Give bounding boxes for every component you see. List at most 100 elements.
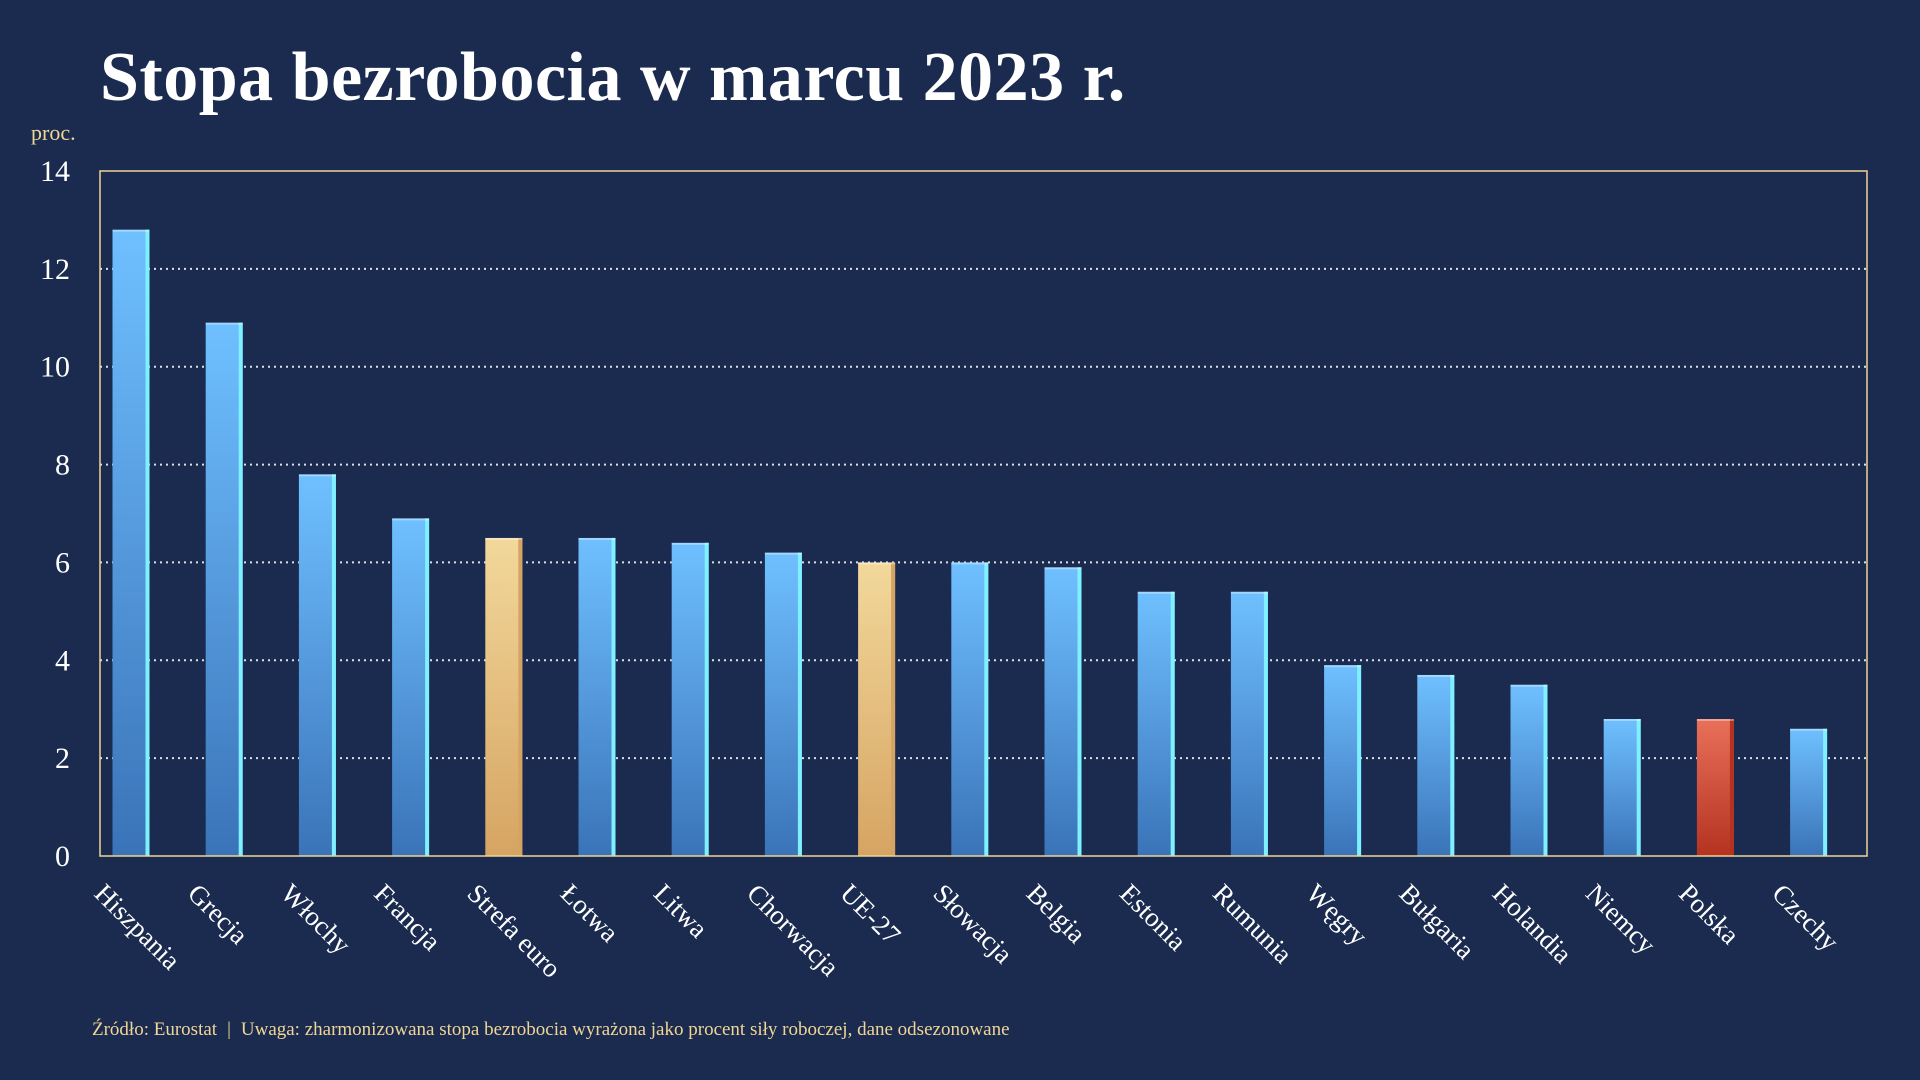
bar-cap — [205, 322, 243, 325]
bar-cap — [1137, 591, 1175, 594]
bar-body — [298, 474, 336, 856]
bar — [1417, 674, 1455, 856]
bar-edge — [611, 537, 616, 856]
x-tick-label: Hiszpania — [89, 878, 187, 976]
note-text: Uwaga: zharmonizowana stopa bezrobocia w… — [240, 1019, 1010, 1040]
x-tick-label: Belgia — [1021, 878, 1092, 949]
bar-body — [1230, 591, 1268, 856]
bar — [1044, 567, 1082, 856]
x-tick-label: Słowacja — [928, 878, 1019, 969]
bar-edge — [1357, 665, 1362, 856]
bar-body — [485, 537, 523, 856]
x-tick-label: Litwa — [648, 878, 714, 944]
x-tick-label: UE-27 — [834, 878, 906, 950]
x-tick-label: Włochy — [275, 878, 357, 960]
bar — [1603, 719, 1641, 856]
bar-body — [1137, 591, 1175, 856]
bar-edge — [1170, 591, 1175, 856]
y-tick-label: 8 — [55, 449, 70, 482]
bar-cap — [1696, 719, 1734, 721]
bar-body — [858, 562, 896, 856]
bar-body — [112, 229, 150, 856]
bar-edge — [1077, 567, 1082, 856]
bar-body — [1696, 719, 1734, 856]
y-axis-label: proc. — [31, 120, 76, 145]
bar — [205, 322, 243, 856]
bar-edge — [797, 552, 802, 856]
footer: Źródło: Eurostat | Uwaga: zharmonizowana s… — [92, 1019, 1010, 1041]
bar — [764, 552, 802, 856]
bar-cap — [578, 537, 616, 540]
bar — [951, 562, 989, 856]
x-tick-label: Czechy — [1766, 878, 1845, 957]
bar — [1230, 591, 1268, 856]
bar-cap — [858, 562, 896, 565]
bar — [671, 542, 709, 856]
bar — [298, 474, 336, 856]
bar-body — [1417, 674, 1455, 856]
bar-edge — [1636, 719, 1641, 856]
bar-cap — [1230, 591, 1268, 594]
bar-cap — [1510, 684, 1548, 687]
bar-edge — [1729, 719, 1734, 856]
y-axis-ticks: 0 2 4 6 8 10 12 14 — [40, 155, 70, 873]
bar — [578, 537, 616, 856]
bar-edge — [984, 562, 989, 856]
bar-body — [764, 552, 802, 856]
x-tick-label: Łotwa — [555, 878, 625, 948]
bar-edge — [425, 518, 430, 856]
bar-body — [1044, 567, 1082, 856]
x-tick-label: Niemcy — [1580, 878, 1662, 960]
x-tick-label: Bułgaria — [1394, 878, 1481, 965]
bar — [1790, 728, 1828, 856]
bar-cap — [764, 552, 802, 555]
bar-cap — [671, 542, 709, 545]
y-tick-label: 2 — [55, 742, 70, 775]
bars — [112, 229, 1828, 856]
bar-edge — [891, 562, 896, 856]
x-tick-label: Chorwacja — [741, 878, 845, 982]
bar-body — [1603, 719, 1641, 856]
bar-edge — [145, 229, 150, 856]
plot-frame — [99, 170, 1868, 857]
bar-cap — [298, 474, 336, 477]
x-tick-label: Holandia — [1487, 878, 1578, 969]
x-tick-label: Strefa euro — [462, 878, 568, 984]
y-tick-label: 4 — [55, 644, 70, 677]
bar-body — [671, 542, 709, 856]
bar — [858, 562, 896, 856]
y-tick-label: 0 — [55, 840, 70, 873]
x-tick-label: Węgry — [1300, 878, 1374, 952]
bar-body — [392, 518, 430, 856]
y-tick-label: 12 — [40, 253, 70, 286]
x-tick-label: Rumunia — [1207, 878, 1298, 969]
bar-edge — [518, 537, 523, 856]
chart-title: Stopa bezrobocia w marcu 2023 r. — [100, 39, 1126, 116]
bar-cap — [1044, 567, 1082, 570]
bar-cap — [1790, 728, 1828, 731]
bar-cap — [1603, 719, 1641, 721]
y-tick-label: 6 — [55, 546, 70, 579]
bar — [392, 518, 430, 856]
bar-edge — [1450, 674, 1455, 856]
bar-cap — [485, 537, 523, 540]
x-tick-label: Francja — [368, 878, 446, 956]
bar-body — [1324, 665, 1362, 856]
bar-cap — [1417, 674, 1455, 677]
bar-cap — [951, 562, 989, 565]
x-tick-label: Grecja — [182, 878, 254, 950]
bar-edge — [704, 542, 709, 856]
y-tick-label: 10 — [40, 351, 70, 384]
x-tick-label: Estonia — [1114, 878, 1192, 956]
bar — [485, 537, 523, 856]
bar — [1510, 684, 1548, 856]
bar-edge — [238, 322, 243, 856]
bar-body — [205, 322, 243, 856]
y-tick-label: 14 — [40, 155, 70, 188]
bar — [1324, 665, 1362, 856]
bar-edge — [1263, 591, 1268, 856]
footer-separator: | — [227, 1019, 231, 1040]
bar-body — [578, 537, 616, 856]
